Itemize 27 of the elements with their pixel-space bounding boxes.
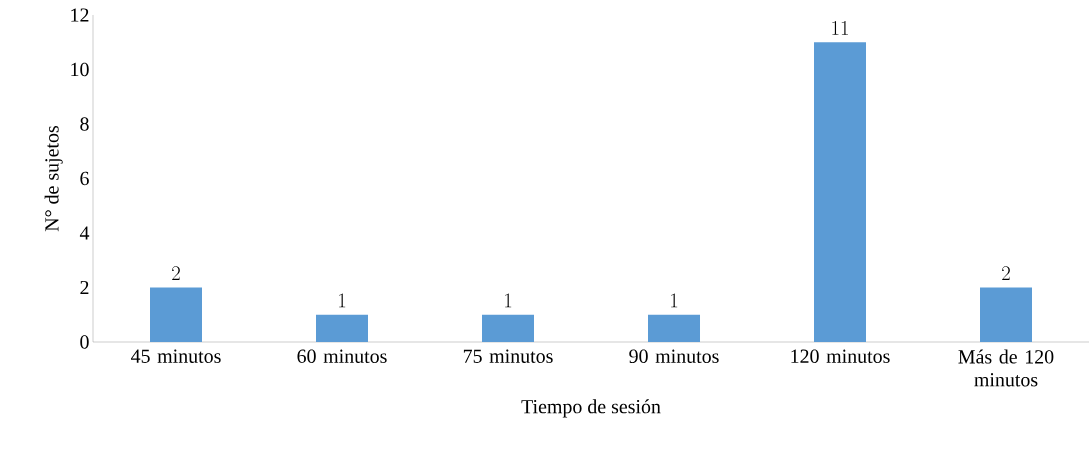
bar	[482, 314, 534, 342]
y-tick-label: 10	[71, 62, 89, 77]
data-label: 2	[1002, 266, 1010, 280]
data-label: 11	[832, 21, 848, 35]
bar	[316, 314, 368, 342]
y-tick-label: 2	[80, 280, 89, 295]
y-tick-label: 12	[71, 8, 89, 22]
bar	[150, 287, 202, 342]
x-tick-label: 90 minutos	[629, 349, 719, 363]
bar	[814, 42, 866, 342]
x-tick-label: 120 minutos	[791, 349, 890, 363]
y-tick-label: 6	[80, 171, 89, 186]
y-tick-label: 8	[80, 117, 89, 131]
data-label: 1	[671, 293, 678, 308]
x-axis-title: Tiempo de sesión	[521, 399, 661, 418]
data-label: 2	[172, 266, 180, 280]
bar	[648, 314, 700, 342]
y-tick-label: 4	[79, 226, 90, 240]
x-tick-label: 75 minutos	[463, 349, 553, 363]
x-tick-label: 60 minutos	[297, 349, 387, 363]
y-axis-title: N° de sujetos	[44, 126, 63, 232]
y-tick-label: 0	[80, 335, 89, 349]
x-tick-label: 45 minutos	[131, 349, 221, 363]
bar	[980, 287, 1032, 342]
x-tick-label: Más de 120 minutos	[958, 349, 1054, 387]
data-label: 1	[505, 293, 512, 308]
data-label: 1	[339, 293, 346, 308]
